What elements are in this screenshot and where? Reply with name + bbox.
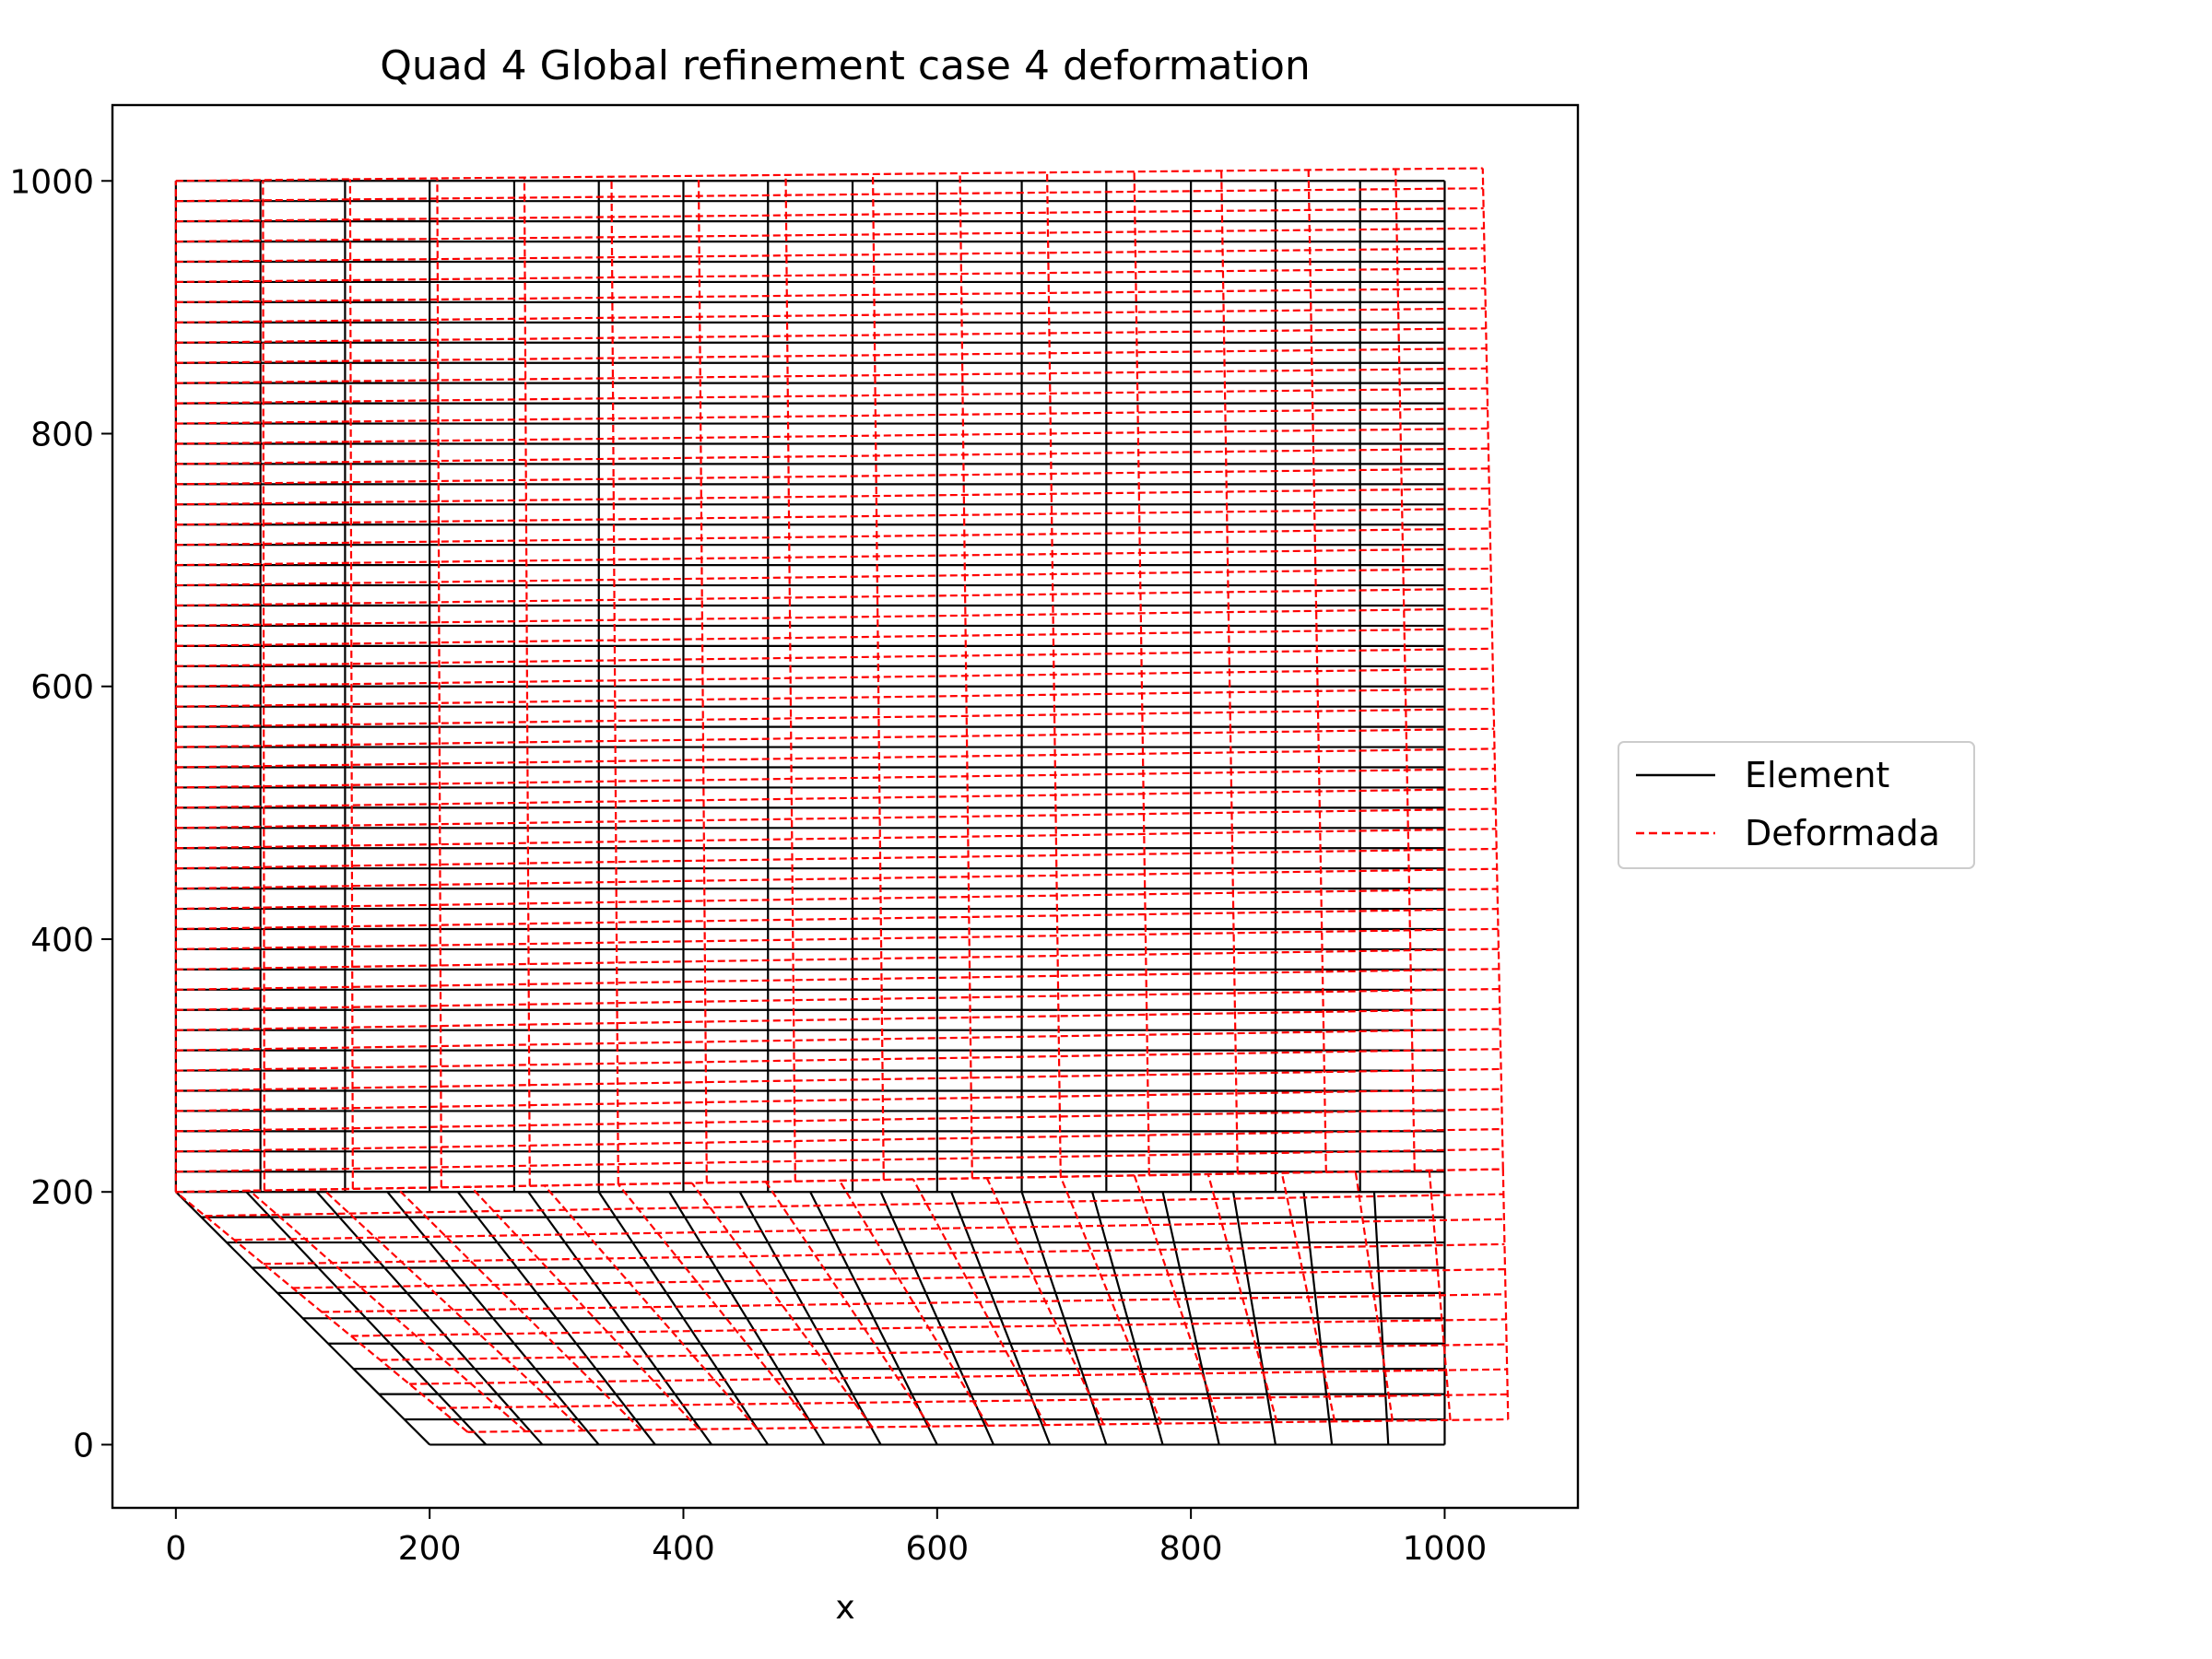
deformada-mesh-line	[175, 167, 1483, 182]
deformada-mesh-line	[175, 647, 1493, 667]
deformada-mesh-line	[690, 1182, 874, 1429]
deformada-mesh-line	[175, 327, 1487, 344]
deformada-mesh-line	[175, 667, 1493, 688]
deformada-mesh-line	[175, 507, 1490, 526]
deformada-mesh-line	[234, 1218, 1504, 1241]
deformada-mesh-line	[175, 1088, 1502, 1112]
deformada-mesh-line	[262, 180, 265, 1191]
deformada-mesh-line	[175, 1048, 1501, 1072]
deformada-mesh-line	[175, 828, 1497, 850]
legend: Element Deformada	[1618, 741, 1975, 869]
deformada-mesh-line	[175, 587, 1492, 607]
deformada-mesh-line	[175, 947, 1499, 971]
deformada-mesh-line	[470, 1185, 700, 1430]
deformada-mesh-line	[175, 467, 1489, 486]
deformada-mesh-line	[175, 807, 1496, 830]
x-axis: 0 200 400 600 800 1000	[165, 1508, 1487, 1568]
deformada-mesh-line	[543, 1184, 758, 1430]
deformada-mesh-line	[1501, 1169, 1510, 1420]
deformada-mesh-line	[175, 688, 1494, 708]
deformada-mesh-line	[323, 1188, 584, 1432]
deformada-mesh-line	[175, 227, 1485, 243]
deformada-mesh-line	[523, 177, 531, 1186]
deformada-mesh-line	[175, 247, 1485, 264]
deformada-mesh-line	[350, 1318, 1507, 1337]
x-axis-label: x	[835, 1589, 854, 1627]
deformada-mesh-line	[175, 267, 1485, 284]
deformada-mesh-line	[175, 567, 1491, 587]
x-tick-label: 800	[1159, 1530, 1223, 1568]
y-tick-label: 600	[30, 669, 94, 707]
deformada-mesh-line	[380, 1343, 1507, 1361]
y-tick-label: 1000	[9, 163, 94, 201]
deformada-mesh-line	[175, 407, 1488, 425]
deformada-mesh-line	[175, 768, 1495, 789]
deformada-mesh-line	[175, 487, 1489, 506]
deformada-mesh-line	[617, 1183, 816, 1429]
deformada-mesh-line	[175, 607, 1492, 628]
deformada-mesh-line	[175, 1028, 1500, 1052]
x-tick-label: 400	[652, 1530, 715, 1568]
legend-deformada-label: Deformada	[1745, 813, 1940, 853]
deformada-mesh-line	[175, 187, 1484, 203]
deformada-mesh-line	[175, 287, 1486, 303]
y-tick-label: 0	[73, 1427, 94, 1465]
deformada-mesh-line	[838, 1180, 989, 1427]
deformada-mesh-line	[175, 206, 1484, 223]
deformada-mesh-line	[175, 1168, 1503, 1194]
deformada-mesh-line	[175, 527, 1490, 547]
deformada-mesh-line	[175, 847, 1497, 870]
x-tick-label: 1000	[1403, 1530, 1488, 1568]
x-tick-label: 0	[165, 1530, 186, 1568]
plot-frame	[111, 103, 1580, 1510]
y-axis: 0 200 400 600 800 1000	[9, 163, 112, 1465]
legend-box	[1618, 741, 1975, 869]
y-tick-label: 200	[30, 1174, 94, 1212]
deformada-mesh-line	[175, 1007, 1500, 1031]
deformada-mesh-line	[175, 307, 1486, 324]
y-tick-label: 400	[30, 922, 94, 959]
legend-element-label: Element	[1745, 755, 1889, 795]
deformada-mesh-line	[175, 547, 1491, 567]
deformada-mesh-line	[175, 727, 1495, 748]
deformada-mesh-line	[175, 908, 1499, 931]
deformada-mesh-line	[175, 1067, 1501, 1092]
deformada-mesh-line	[263, 1242, 1505, 1265]
deformada-mesh-line	[175, 987, 1500, 1011]
deformada-mesh-line	[175, 427, 1488, 445]
deformada-mesh-line	[175, 1147, 1503, 1173]
deformada-mesh-line	[175, 707, 1494, 728]
deformada-mesh-line	[175, 787, 1496, 809]
deformada-mesh-line	[249, 1190, 526, 1432]
deformada-mesh-line	[175, 628, 1492, 647]
deformada-mesh-line	[175, 867, 1498, 890]
deformada-mesh-line	[467, 1418, 1509, 1433]
deformada-mesh-line	[175, 447, 1488, 465]
deformada-mesh-line	[436, 178, 442, 1188]
deformada-mesh-line	[409, 1368, 1508, 1385]
x-tick-label: 200	[398, 1530, 462, 1568]
deformada-mesh-line	[175, 1127, 1502, 1153]
deformada-mesh-line	[292, 1268, 1505, 1289]
x-tick-label: 600	[905, 1530, 969, 1568]
chart-title: Quad 4 Global refinement case 4 deformat…	[380, 42, 1311, 89]
deformada-mesh-line	[175, 367, 1488, 384]
deformada-mesh-line	[175, 347, 1487, 364]
deformada-mesh-line	[175, 1108, 1502, 1133]
deformada-mesh-line	[322, 1293, 1506, 1313]
deformada-mesh-line	[175, 968, 1500, 991]
deformada-mesh-line	[438, 1393, 1508, 1409]
deformada-mesh-line	[396, 1187, 642, 1431]
deformada-mesh-line	[175, 747, 1495, 769]
deformada-mesh-line	[175, 387, 1488, 405]
deformada-mesh-line	[205, 1193, 1504, 1218]
deformada-mesh-line	[175, 888, 1498, 911]
series-deformada-mesh	[174, 167, 1510, 1433]
y-tick-label: 800	[30, 417, 94, 454]
deformada-mesh-line	[610, 176, 619, 1184]
deformada-mesh-line	[175, 927, 1499, 951]
deformada-mesh-line	[348, 179, 354, 1189]
